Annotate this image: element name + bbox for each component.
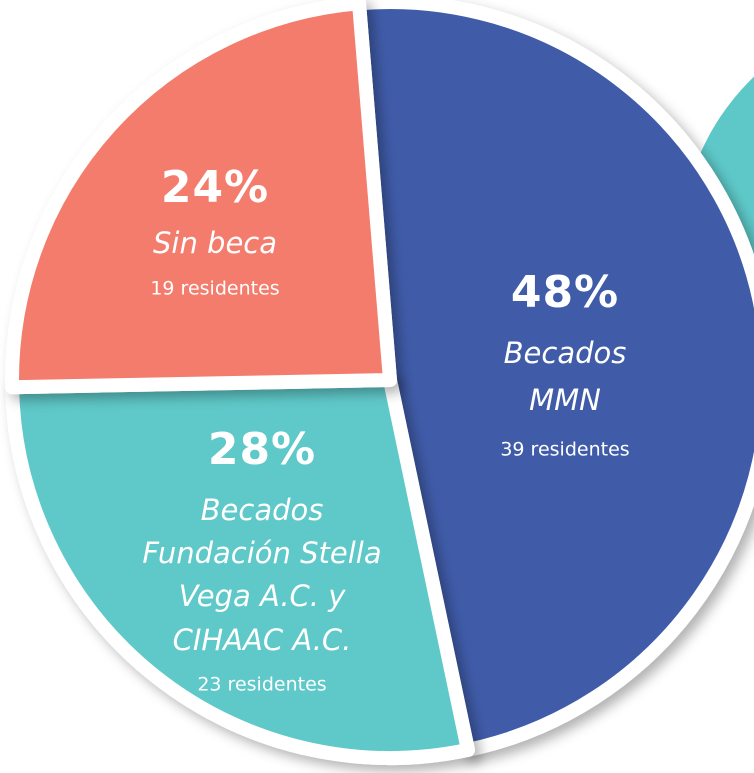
slice-name: Fundación Stella: [142, 536, 381, 570]
slice-name: Vega A.C. y: [179, 579, 347, 613]
slice-detail: 23 residentes: [197, 674, 326, 696]
slice-name: MMN: [529, 383, 601, 417]
pie: [5, 0, 754, 765]
pie-slice: [5, 373, 475, 765]
slice-detail: 19 residentes: [150, 278, 279, 300]
slice-detail: 39 residentes: [500, 439, 629, 461]
percent-label: 48%: [511, 267, 619, 318]
pie-slice: [5, 0, 397, 395]
slice-name: Sin beca: [153, 226, 277, 260]
labels: 48% Becados MMN 39 residentes 28% Becados Fund…: [142, 162, 629, 696]
pie-slice: [352, 0, 754, 757]
percent-label: 28%: [208, 424, 316, 475]
slice-name: CIHAAC A.C.: [173, 623, 352, 657]
slice-name: Becados: [201, 493, 324, 527]
slice-name: Becados: [504, 336, 627, 370]
percent-label: 24%: [161, 162, 269, 213]
